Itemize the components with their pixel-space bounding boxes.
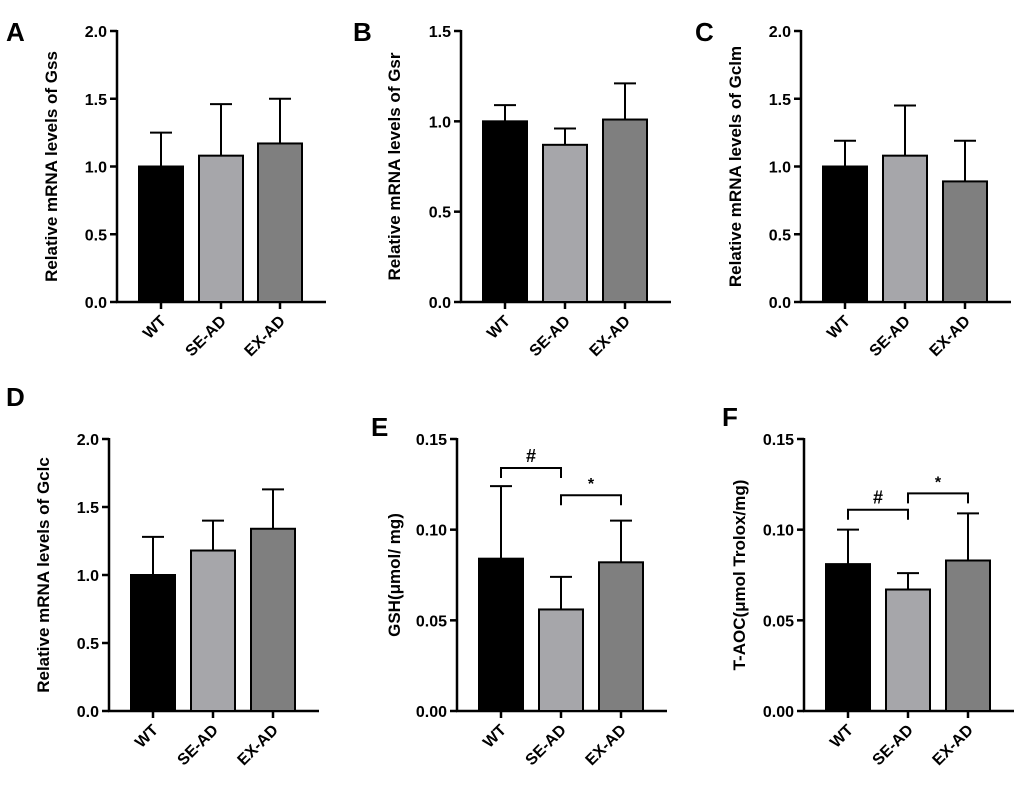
y-tick-label: 2.0: [85, 24, 107, 41]
x-tick-label: EX-AD: [242, 313, 289, 360]
panel-c: C Relative mRNA levels of Gclm 0.0 0.5 1.0 1.…: [695, 17, 1011, 360]
significance-bracket: [500, 467, 562, 479]
y-axis-label: GSH(μmol/ mg): [385, 513, 404, 637]
bar-wt: [825, 563, 871, 712]
x-tick-label: WT: [827, 722, 857, 752]
y-axis-label: Relative mRNA levels of Gss: [42, 51, 61, 282]
y-tick-label: 1.0: [429, 114, 451, 131]
bar-wt: [478, 557, 524, 712]
bar-ex-ad: [945, 559, 991, 713]
y-tick-label: 0.5: [85, 227, 107, 244]
y-axis-label: Relative mRNA levels of Gclm: [726, 46, 745, 287]
x-tick-label: EX-AD: [927, 313, 974, 360]
panel-letter: C: [695, 17, 714, 47]
panel-letter: E: [371, 412, 388, 442]
panel-a: A Relative mRNA levels of Gss 0.0 0.5 1.0 1.5…: [6, 17, 326, 360]
panel-e: E GSH(μmol/ mg) 0.00 0.05 0.10 0.15 WT SE-AD EX-…: [371, 412, 667, 769]
x-tick-label: WT: [480, 722, 510, 752]
y-tick-label: 0.15: [763, 432, 794, 449]
x-tick-label: SE-AD: [175, 722, 222, 769]
significance-label: #: [526, 446, 536, 466]
y-axis-label: Relative mRNA levels of Gclc: [34, 457, 53, 693]
y-tick-label: 1.5: [769, 92, 791, 109]
bar-se-ad: [198, 154, 244, 303]
panel-d: D Relative mRNA levels of Gclc 0.0 0.5 1.0 1.…: [6, 382, 319, 769]
bar-se-ad: [542, 143, 588, 303]
bar-wt: [482, 120, 528, 304]
x-tick-label: SE-AD: [867, 313, 914, 360]
significance-bracket: [560, 494, 622, 506]
x-tick-label: WT: [824, 313, 854, 343]
bar-ex-ad: [602, 118, 648, 303]
significance-bracket: [847, 508, 909, 520]
x-tick-label: SE-AD: [527, 313, 574, 360]
panel-letter: F: [722, 402, 738, 432]
y-tick-label: 0.5: [429, 205, 451, 222]
x-tick-label: WT: [132, 722, 162, 752]
bar-se-ad: [190, 549, 236, 713]
bar-ex-ad: [257, 142, 303, 303]
panel-letter: A: [6, 17, 25, 47]
y-tick-label: 0.0: [85, 295, 107, 312]
y-tick-label: 0.00: [763, 704, 794, 721]
y-tick-label: 2.0: [77, 432, 99, 449]
x-tick-label: EX-AD: [930, 722, 977, 769]
y-tick-label: 1.5: [85, 92, 107, 109]
y-tick-label: 1.5: [429, 24, 451, 41]
y-tick-label: 0.05: [763, 613, 794, 630]
panel-f: F T-AOC(μmol Trolox/mg) 0.00 0.05 0.10 0.15 WT…: [722, 402, 1014, 769]
y-tick-label: 1.0: [85, 160, 107, 177]
y-axis-label: T-AOC(μmol Trolox/mg): [730, 480, 749, 671]
panel-letter: D: [6, 382, 25, 412]
y-axis-label: Relative mRNA levels of Gsr: [385, 52, 404, 280]
y-tick-label: 0.10: [416, 523, 447, 540]
x-tick-label: WT: [140, 313, 170, 343]
bar-ex-ad: [250, 527, 296, 713]
bar-ex-ad: [942, 180, 988, 303]
y-tick-label: 1.5: [77, 500, 99, 517]
significance-label: *: [935, 474, 942, 491]
bar-se-ad: [885, 588, 931, 712]
x-tick-label: SE-AD: [523, 722, 570, 769]
x-tick-label: EX-AD: [235, 722, 282, 769]
bar-wt: [822, 165, 868, 303]
y-tick-label: 0.05: [416, 613, 447, 630]
significance-label: #: [873, 488, 883, 508]
bar-ex-ad: [598, 561, 644, 712]
y-tick-label: 0.15: [416, 432, 447, 449]
bar-wt: [138, 165, 184, 303]
significance-bracket: [907, 492, 969, 504]
significance-label: *: [588, 476, 595, 493]
y-tick-label: 0.10: [763, 523, 794, 540]
bar-se-ad: [882, 154, 928, 303]
x-tick-label: WT: [484, 313, 514, 343]
y-tick-label: 0.0: [769, 295, 791, 312]
x-tick-label: SE-AD: [183, 313, 230, 360]
panel-letter: B: [353, 17, 372, 47]
y-tick-label: 1.0: [77, 568, 99, 585]
y-tick-label: 0.00: [416, 704, 447, 721]
y-tick-label: 0.5: [769, 227, 791, 244]
x-tick-label: SE-AD: [870, 722, 917, 769]
x-tick-label: EX-AD: [583, 722, 630, 769]
bar-se-ad: [538, 608, 584, 712]
y-tick-label: 2.0: [769, 24, 791, 41]
y-tick-label: 1.0: [769, 160, 791, 177]
x-tick-label: EX-AD: [587, 313, 634, 360]
y-tick-label: 0.5: [77, 636, 99, 653]
y-tick-label: 0.0: [77, 704, 99, 721]
bar-wt: [130, 574, 176, 712]
panel-b: B Relative mRNA levels of Gsr 0.0 0.5 1.0 1.5…: [353, 17, 671, 360]
y-tick-label: 0.0: [429, 295, 451, 312]
